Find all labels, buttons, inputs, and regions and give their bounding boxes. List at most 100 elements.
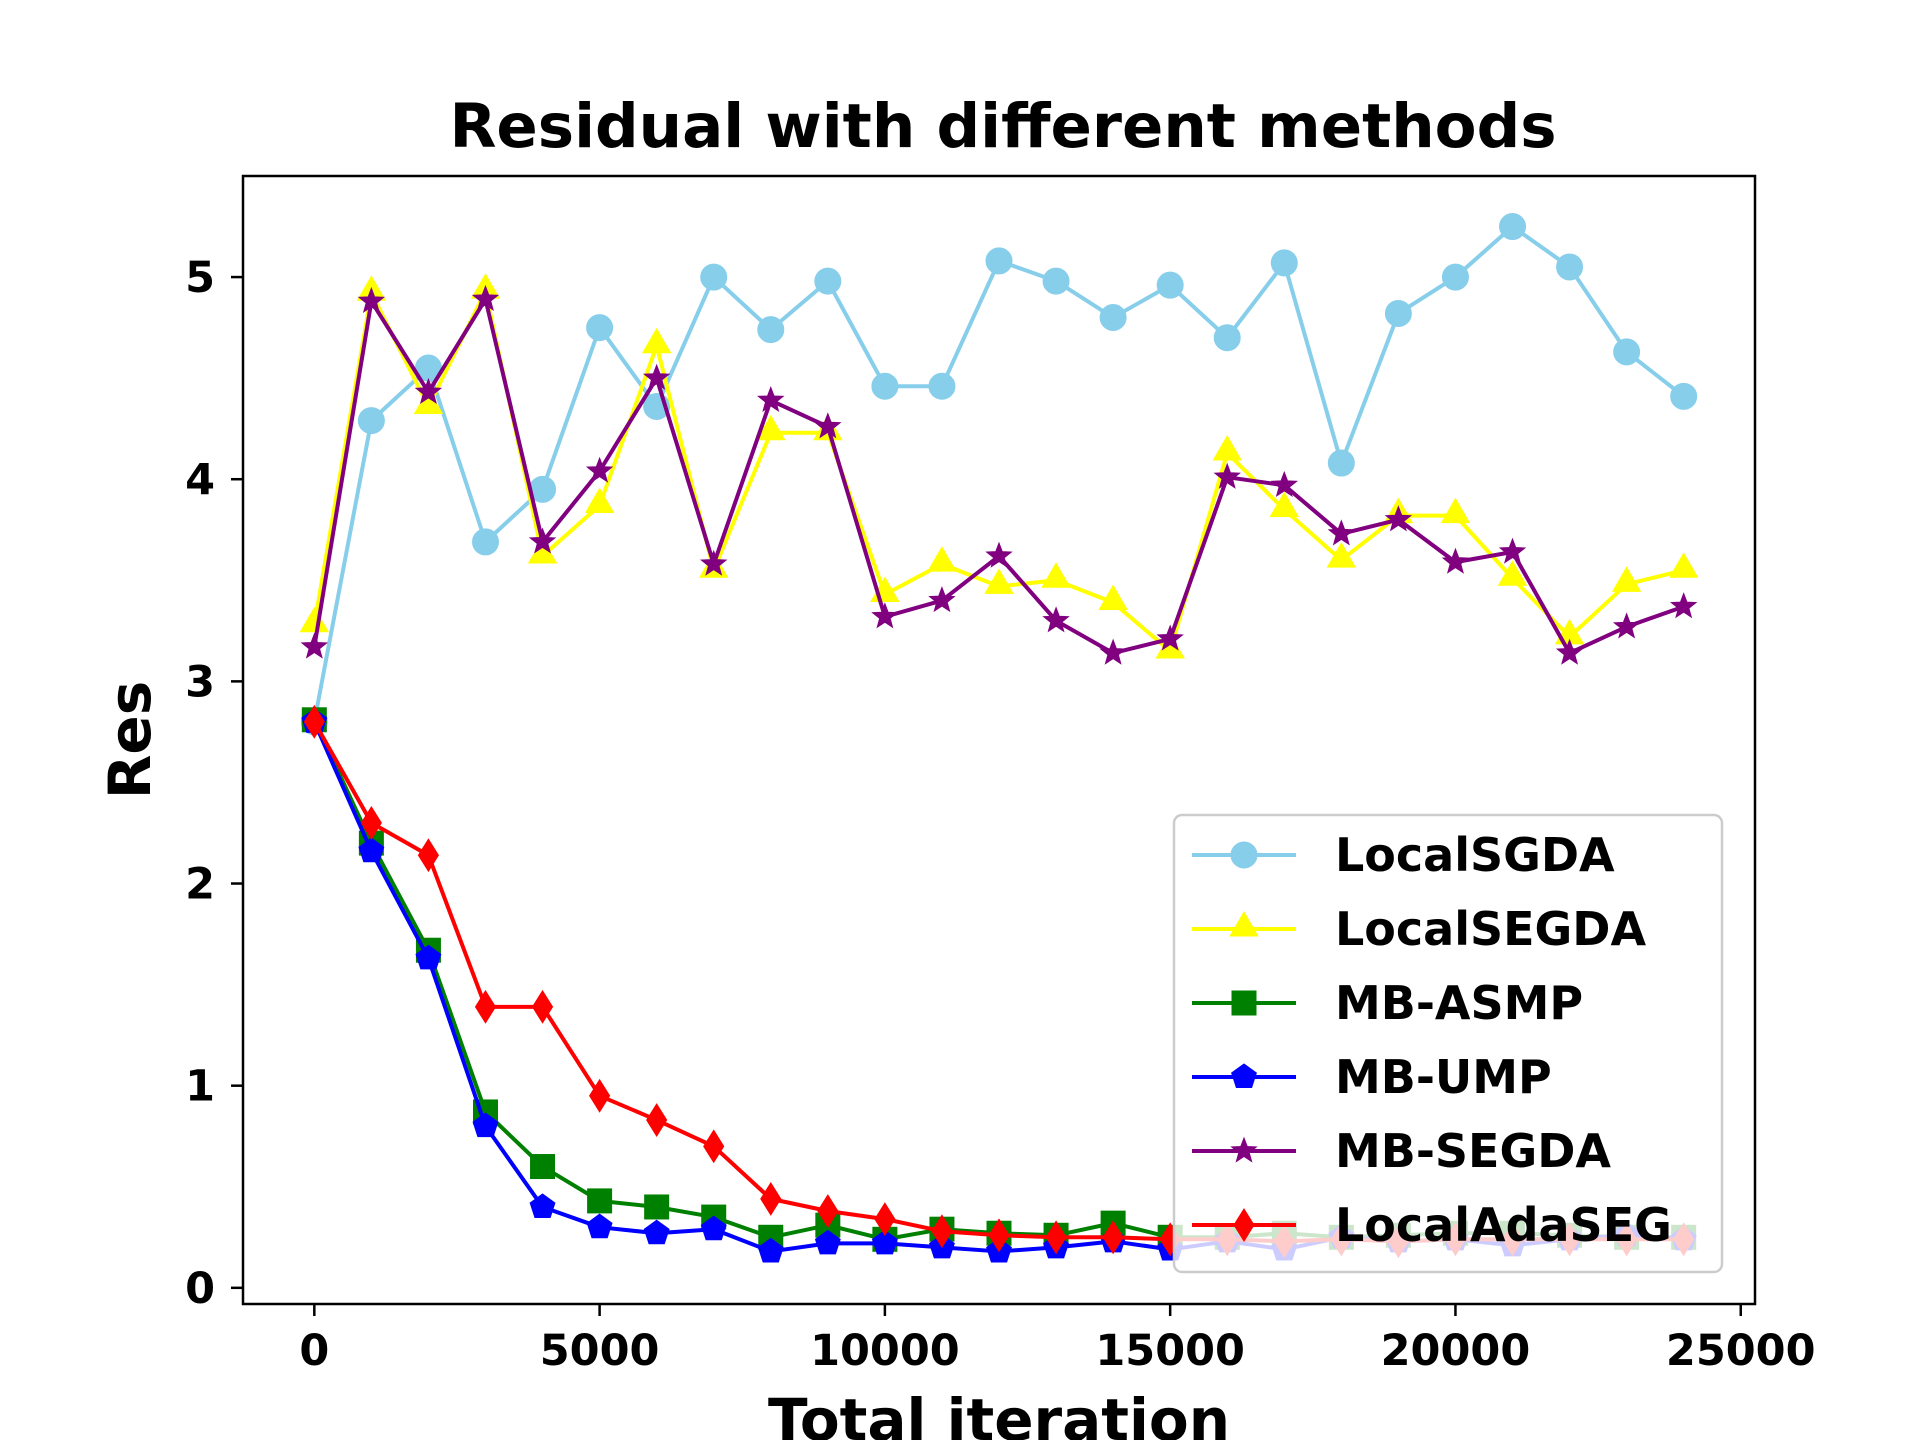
legend-marker bbox=[1230, 841, 1258, 869]
data-point-mb-segda bbox=[1042, 606, 1070, 633]
data-point-mb-segda bbox=[985, 541, 1013, 568]
data-point-localadaseg bbox=[817, 1194, 839, 1228]
series-mb-segda bbox=[300, 284, 1698, 665]
data-point-localsgda bbox=[1099, 304, 1127, 332]
data-point-localsegda bbox=[756, 414, 786, 441]
data-point-localsegda bbox=[1212, 434, 1242, 461]
data-point-mb-ump bbox=[529, 1193, 556, 1218]
y-tick-label: 4 bbox=[185, 455, 215, 505]
data-point-localsegda bbox=[641, 327, 672, 354]
data-point-localsgda bbox=[1213, 324, 1241, 352]
data-point-mb-ump bbox=[814, 1229, 841, 1255]
data-point-mb-segda bbox=[1555, 638, 1584, 665]
data-point-localadaseg bbox=[874, 1202, 896, 1237]
data-point-localsgda bbox=[1042, 267, 1070, 295]
legend-label: MB-SEGDA bbox=[1335, 1124, 1611, 1178]
data-point-localsegda bbox=[1611, 566, 1642, 592]
data-point-localadaseg bbox=[931, 1214, 953, 1249]
data-point-localadaseg bbox=[760, 1181, 782, 1216]
data-point-mb-ump bbox=[871, 1229, 898, 1255]
data-point-localadaseg bbox=[589, 1078, 611, 1113]
legend-label: MB-ASMP bbox=[1335, 976, 1583, 1030]
data-point-mb-ump bbox=[358, 837, 385, 863]
data-point-localsegda bbox=[584, 487, 615, 514]
data-point-localsegda bbox=[1326, 542, 1357, 568]
x-tick-label: 25000 bbox=[1666, 1326, 1816, 1376]
x-tick-label: 20000 bbox=[1381, 1326, 1531, 1376]
data-point-mb-segda bbox=[700, 549, 728, 576]
data-point-mb-segda bbox=[585, 456, 614, 483]
data-point-localsegda bbox=[1668, 552, 1699, 578]
data-point-localsgda bbox=[471, 528, 499, 556]
legend: LocalSGDA LocalSEGDA MB-ASMP MB-UMP MB-SEGDA… bbox=[1172, 813, 1724, 1274]
data-point-mb-segda bbox=[1327, 519, 1356, 546]
data-point-localsgda bbox=[1156, 271, 1184, 299]
y-tick-label: 0 bbox=[185, 1264, 215, 1314]
y-axis-label: Res bbox=[96, 681, 164, 800]
data-point-mb-ump bbox=[700, 1215, 727, 1241]
data-point-localsegda bbox=[1497, 560, 1528, 586]
data-point-mb-asmp bbox=[530, 1154, 556, 1180]
y-tick-label: 1 bbox=[185, 1062, 215, 1112]
x-tick-label: 0 bbox=[299, 1326, 329, 1376]
data-point-localsegda bbox=[1098, 584, 1128, 611]
data-point-localsgda bbox=[1441, 263, 1469, 291]
y-tick-label: 3 bbox=[185, 657, 215, 707]
data-point-mb-segda bbox=[528, 527, 557, 554]
data-point-localsgda bbox=[1670, 382, 1698, 410]
data-point-localsegda bbox=[1269, 491, 1300, 518]
y-tick-label: 2 bbox=[185, 860, 215, 910]
data-point-mb-ump bbox=[757, 1237, 784, 1263]
data-point-localsegda bbox=[927, 546, 957, 572]
data-point-mb-asmp bbox=[587, 1188, 613, 1214]
data-point-localsgda bbox=[357, 407, 385, 435]
data-point-mb-segda bbox=[757, 385, 785, 413]
data-point-localadaseg bbox=[303, 704, 325, 739]
data-point-localadaseg bbox=[1045, 1220, 1067, 1255]
data-point-mb-ump bbox=[586, 1213, 613, 1239]
data-point-localsgda bbox=[1499, 213, 1527, 241]
legend-marker bbox=[1230, 1136, 1258, 1163]
data-point-localadaseg bbox=[703, 1129, 725, 1164]
data-point-mb-segda bbox=[1099, 638, 1127, 665]
legend-label: MB-UMP bbox=[1335, 1050, 1552, 1104]
data-point-mb-segda bbox=[814, 412, 842, 439]
data-point-mb-ump bbox=[472, 1112, 499, 1138]
data-point-mb-segda bbox=[414, 377, 443, 404]
legend-item-mb-ump: MB-UMP bbox=[1192, 1050, 1552, 1104]
data-point-mb-segda bbox=[928, 586, 956, 613]
legend-item-localsgda: LocalSGDA bbox=[1192, 828, 1615, 882]
axes: 0 5000 10000 15000 20000 25000 0 1 2 3 4 5 bbox=[185, 253, 1815, 1376]
data-point-localsgda bbox=[1384, 299, 1412, 327]
data-point-localsgda bbox=[586, 314, 614, 342]
x-axis-label: Total iteration bbox=[768, 1386, 1230, 1440]
data-point-localsgda bbox=[1327, 449, 1355, 477]
y-tick-label: 5 bbox=[185, 253, 215, 303]
data-point-localadaseg bbox=[1102, 1220, 1124, 1255]
data-point-mb-segda bbox=[471, 284, 500, 311]
legend-item-localsegda: LocalSEGDA bbox=[1192, 902, 1646, 956]
plot-area bbox=[299, 213, 1699, 1263]
plot-frame bbox=[241, 174, 1757, 1306]
legend-label: LocalAdaSEG bbox=[1335, 1198, 1672, 1252]
data-point-mb-segda bbox=[871, 602, 899, 629]
legend-marker bbox=[1231, 1063, 1257, 1089]
legend-marker bbox=[1233, 1208, 1255, 1242]
legend-item-mb-segda: MB-SEGDA bbox=[1192, 1124, 1611, 1178]
data-point-localsegda bbox=[1041, 562, 1071, 588]
x-tick-label: 5000 bbox=[540, 1326, 660, 1376]
data-point-mb-segda bbox=[1669, 592, 1698, 619]
data-point-localsgda bbox=[757, 316, 785, 344]
data-point-mb-segda bbox=[1441, 547, 1470, 574]
legend-label: LocalSEGDA bbox=[1335, 902, 1646, 956]
data-point-mb-segda bbox=[1270, 470, 1298, 497]
data-point-localsgda bbox=[814, 267, 842, 295]
data-point-localadaseg bbox=[474, 989, 497, 1024]
legend-box bbox=[1172, 813, 1724, 1274]
legend-marker bbox=[1229, 911, 1259, 937]
data-point-localsgda bbox=[985, 247, 1013, 275]
legend-marker bbox=[1231, 990, 1257, 1016]
x-tick-label: 10000 bbox=[810, 1326, 960, 1376]
data-point-localadaseg bbox=[531, 989, 554, 1024]
